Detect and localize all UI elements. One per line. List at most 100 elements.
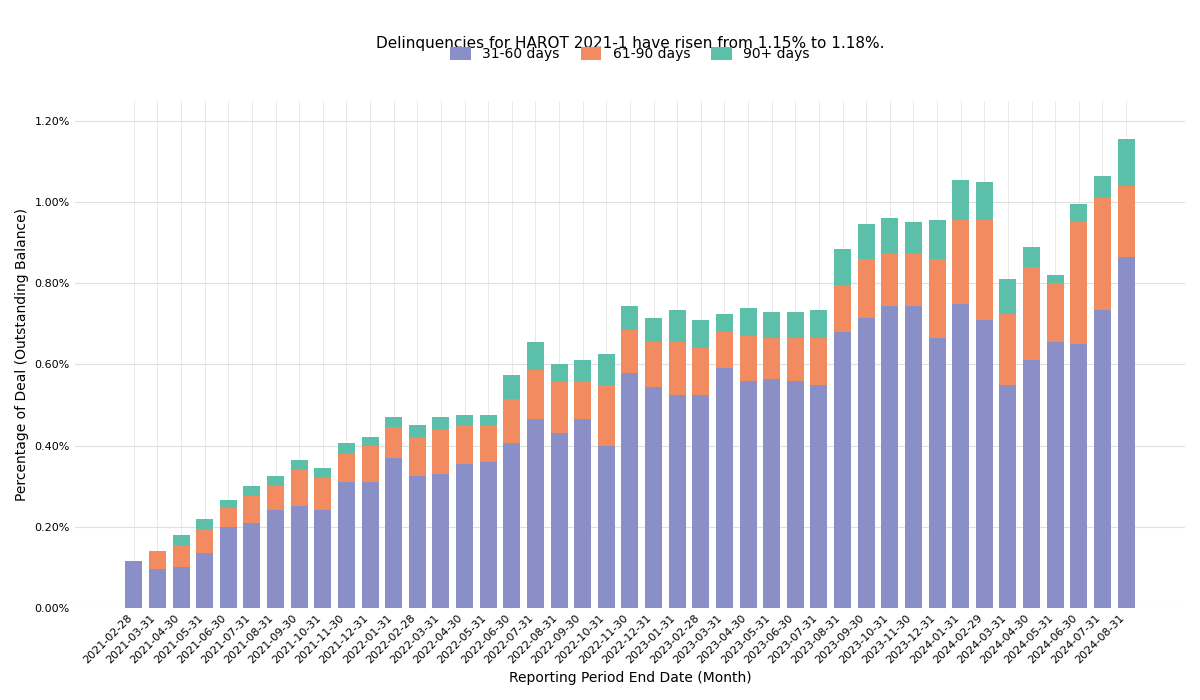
Bar [598,445,614,608]
Bar [739,381,756,608]
Bar [173,545,190,567]
Bar [929,220,946,259]
Bar [220,508,236,526]
Bar [196,528,214,553]
Bar [1000,385,1016,608]
Bar [834,332,851,608]
Bar [220,526,236,608]
Bar [810,338,828,385]
Bar [858,225,875,259]
Bar [338,482,355,608]
Bar [668,342,685,395]
Bar [1117,257,1134,608]
Bar [290,506,307,608]
Legend: 31-60 days, 61-90 days, 90+ days: 31-60 days, 61-90 days, 90+ days [445,42,815,67]
Bar [952,220,970,304]
Bar [361,445,378,482]
Bar [551,381,568,433]
Bar [976,320,992,608]
Bar [527,419,544,608]
Bar [314,478,331,510]
Bar [646,386,662,608]
Bar [668,395,685,608]
Bar [622,306,638,330]
Bar [196,519,214,528]
Bar [361,482,378,608]
Bar [834,286,851,332]
Bar [929,259,946,338]
Bar [456,415,473,425]
Bar [692,320,709,348]
Bar [290,470,307,506]
Bar [268,476,284,486]
Bar [1046,284,1063,342]
Bar [716,332,733,368]
Bar [1117,139,1134,186]
Bar [551,365,568,381]
Bar [646,342,662,386]
Bar [976,182,992,220]
Bar [763,338,780,379]
X-axis label: Reporting Period End Date (Month): Reporting Period End Date (Month) [509,671,751,685]
Bar [480,462,497,608]
Bar [503,444,521,608]
Bar [1046,342,1063,608]
Bar [763,379,780,608]
Bar [881,253,899,306]
Bar [598,385,614,445]
Bar [787,381,804,608]
Bar [409,476,426,608]
Bar [692,395,709,608]
Bar [929,338,946,608]
Bar [1070,344,1087,608]
Bar [1000,279,1016,314]
Bar [338,454,355,482]
Bar [432,474,449,608]
Bar [739,336,756,381]
Bar [456,464,473,608]
Bar [173,535,190,545]
Bar [125,561,143,608]
Bar [976,220,992,320]
Bar [881,218,899,253]
Bar [527,370,544,419]
Bar [244,523,260,608]
Bar [574,419,592,608]
Bar [244,486,260,496]
Bar [668,309,685,342]
Bar [692,348,709,395]
Bar [1094,309,1111,608]
Bar [503,374,521,399]
Bar [716,314,733,332]
Bar [905,306,922,608]
Bar [314,468,331,478]
Bar [598,354,614,385]
Bar [149,569,166,608]
Bar [574,381,592,419]
Bar [149,551,166,569]
Bar [1024,247,1040,267]
Bar [220,500,236,508]
Bar [527,342,544,370]
Bar [1000,314,1016,385]
Bar [244,496,260,523]
Bar [456,425,473,464]
Bar [858,318,875,608]
Bar [432,417,449,429]
Bar [739,307,756,336]
Bar [290,460,307,470]
Bar [338,444,355,454]
Bar [622,330,638,372]
Bar [385,417,402,427]
Bar [503,399,521,444]
Bar [385,458,402,608]
Bar [268,510,284,608]
Bar [952,180,970,220]
Bar [268,486,284,510]
Bar [810,385,828,608]
Bar [1024,267,1040,360]
Bar [810,309,828,338]
Bar [646,318,662,342]
Bar [196,553,214,608]
Bar [787,312,804,338]
